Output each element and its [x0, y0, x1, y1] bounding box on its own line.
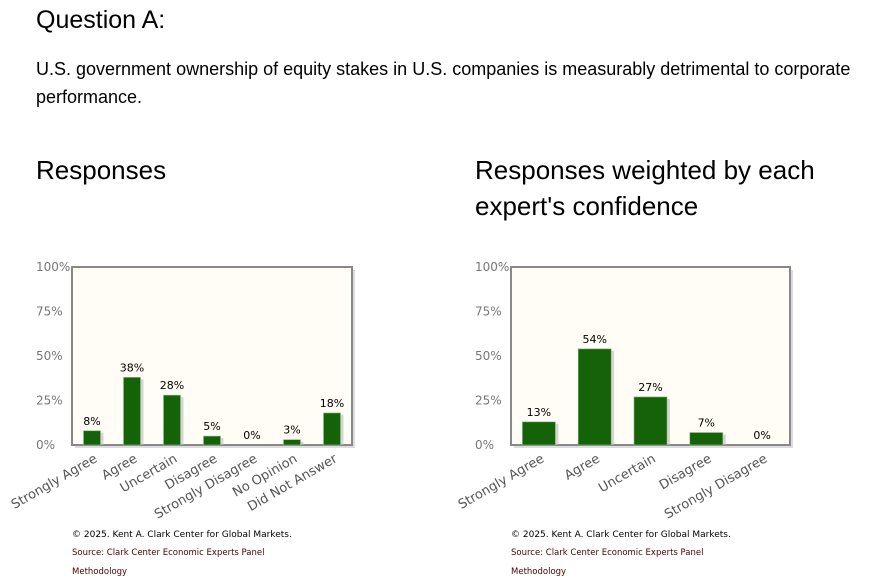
- chart-title-responses: Responses: [36, 155, 167, 185]
- data-label: 54%: [582, 333, 606, 346]
- source-link[interactable]: Source: Clark Center Economic Experts Pa…: [72, 548, 265, 558]
- methodology-link[interactable]: Methodology: [72, 567, 128, 577]
- y-tick-label: 100%: [475, 260, 509, 274]
- bar: [522, 421, 556, 446]
- x-tick-label: Strongly Disagree: [662, 451, 770, 522]
- y-tick-label: 50%: [36, 349, 63, 363]
- question-title: Question A:: [36, 6, 166, 34]
- data-label: 7%: [698, 417, 715, 430]
- x-tick-label: Agree: [562, 451, 603, 483]
- source-link[interactable]: Source: Clark Center Economic Experts Pa…: [511, 548, 704, 558]
- y-tick-label: 75%: [475, 305, 502, 319]
- data-label: 28%: [160, 379, 184, 392]
- x-tick-label: Strongly Agree: [9, 451, 100, 512]
- y-tick-label: 0%: [475, 438, 494, 452]
- x-tick-label: Strongly Agree: [456, 451, 547, 512]
- bar: [123, 377, 141, 446]
- bar: [689, 432, 724, 446]
- y-tick-label: 25%: [36, 394, 63, 408]
- bar: [163, 394, 181, 446]
- methodology-link[interactable]: Methodology: [511, 567, 567, 577]
- data-label: 3%: [283, 424, 300, 437]
- y-tick-label: 25%: [475, 394, 502, 408]
- copyright-text: © 2025. Kent A. Clark Center for Global …: [72, 530, 292, 540]
- plot-area: [71, 266, 353, 446]
- data-label: 18%: [320, 397, 344, 410]
- data-label: 0%: [243, 429, 260, 442]
- bar: [323, 412, 341, 446]
- bar: [203, 435, 221, 446]
- data-label: 5%: [203, 420, 220, 433]
- data-label: 13%: [527, 406, 551, 419]
- bar: [83, 430, 101, 446]
- y-tick-label: 50%: [475, 349, 502, 363]
- data-label: 27%: [638, 381, 662, 394]
- bar: [577, 348, 612, 446]
- copyright-text: © 2025. Kent A. Clark Center for Global …: [511, 530, 731, 540]
- data-label: 38%: [120, 361, 144, 374]
- y-tick-label: 0%: [36, 438, 55, 452]
- bar: [283, 439, 301, 446]
- data-label: 0%: [753, 429, 770, 442]
- x-tick-label: Uncertain: [596, 451, 658, 496]
- data-label: 8%: [83, 415, 100, 428]
- question-statement: U.S. government ownership of equity stak…: [36, 59, 851, 107]
- chart-title-weighted: Responses weighted by each expert's conf…: [475, 155, 815, 221]
- bar: [633, 396, 668, 446]
- y-tick-label: 75%: [36, 305, 63, 319]
- y-tick-label: 100%: [36, 260, 70, 274]
